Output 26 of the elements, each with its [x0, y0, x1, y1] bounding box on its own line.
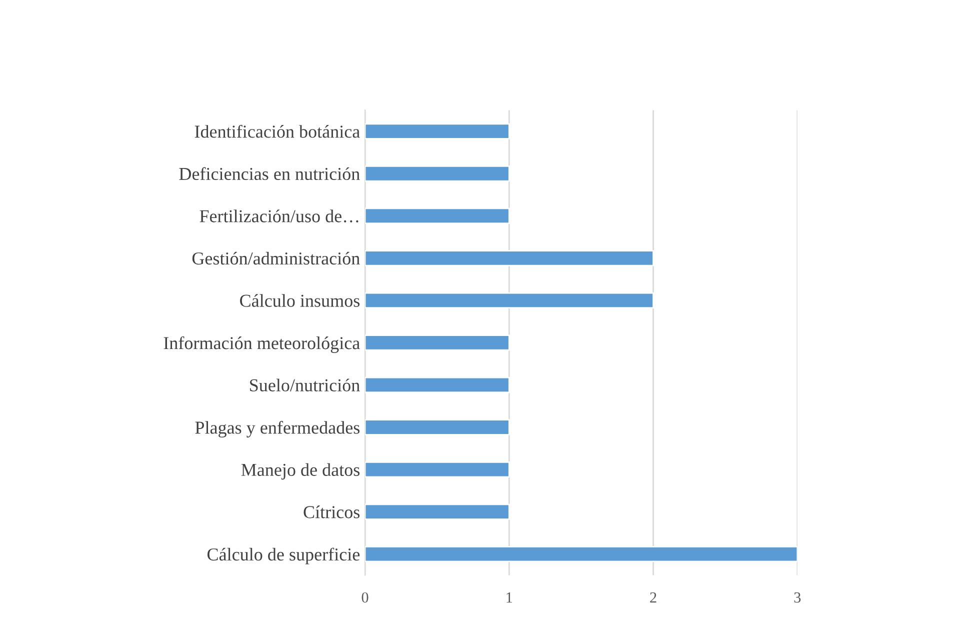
x-tick-label: 1: [506, 592, 512, 602]
y-tick-label: Información meteorológica: [164, 336, 360, 353]
y-tick-label: Suelo/nutrición: [250, 378, 360, 392]
y-tick-label: Deficiencias en nutrición: [179, 167, 360, 180]
x-tick-label: 0: [362, 592, 368, 603]
bar: [365, 334, 510, 351]
bar: [365, 292, 654, 309]
y-tick-label: Manejo de datos: [241, 463, 360, 480]
y-tick-label: Cítricos: [304, 506, 360, 518]
bar: [365, 208, 510, 224]
y-tick-label: Fertilización/uso de…: [200, 210, 358, 222]
y-tick-label: Cálculo de superficie: [207, 548, 360, 564]
bar: [365, 461, 510, 478]
bar: [365, 250, 654, 266]
y-tick-label: Plagas y enfermedades: [195, 420, 360, 438]
y-tick-label: Identificación botánica: [194, 124, 360, 138]
y-tick-label: Gestión/administración: [192, 252, 360, 265]
bar: [365, 419, 510, 436]
y-tick-label: Cálculo insumos: [240, 294, 360, 307]
bar: [365, 546, 798, 562]
x-tick-label: 2: [650, 592, 656, 602]
bar: [365, 504, 510, 520]
bar: [365, 123, 510, 140]
bar: [365, 376, 510, 394]
x-tick-label: 3: [794, 592, 801, 603]
bar: [365, 166, 510, 182]
